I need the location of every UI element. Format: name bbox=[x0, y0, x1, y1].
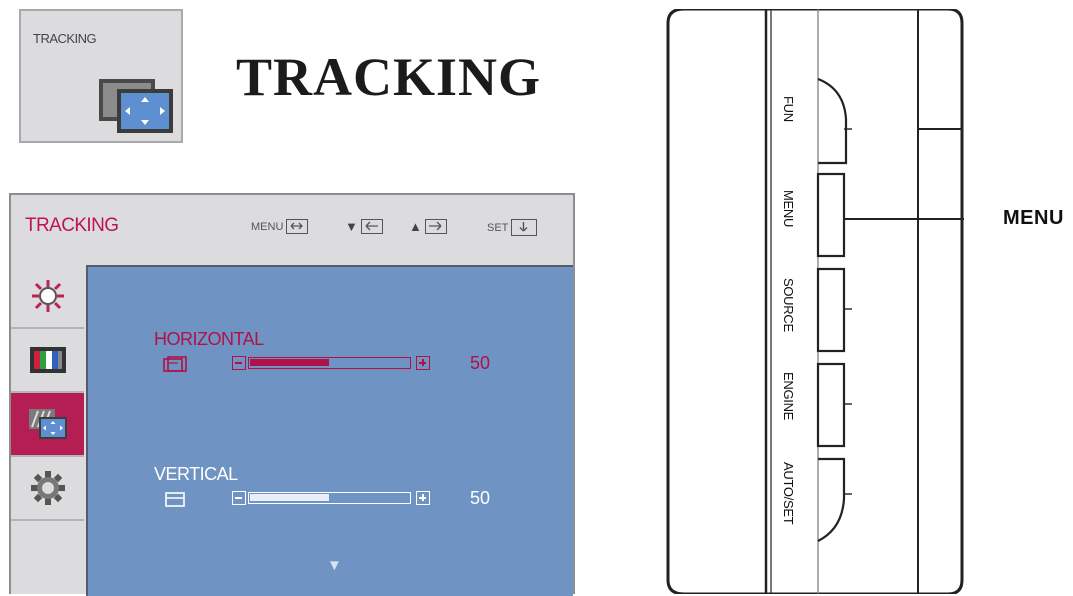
plus-icon[interactable] bbox=[416, 356, 430, 370]
osd-content: HORIZONTAL 50 VERTICAL 50 ▼ bbox=[86, 265, 573, 596]
tracking-window-icon bbox=[99, 79, 173, 133]
vertical-label: VERTICAL bbox=[154, 464, 238, 484]
tracking-icon bbox=[28, 409, 67, 439]
nav-up: ▲ bbox=[409, 219, 447, 234]
vertical-track[interactable] bbox=[248, 492, 411, 504]
nav-set-label: SET bbox=[487, 221, 509, 234]
button-label-source: SOURCE bbox=[781, 278, 796, 332]
sidebar-item-color[interactable] bbox=[11, 329, 84, 393]
color-bars-icon bbox=[29, 347, 66, 373]
right-key-icon bbox=[424, 219, 447, 234]
scroll-down-arrow[interactable]: ▼ bbox=[327, 557, 342, 574]
nav-menu: MENU bbox=[251, 219, 309, 234]
button-label-engine: ENGINE bbox=[781, 372, 796, 421]
page-title: TRACKING bbox=[236, 47, 542, 107]
horizontal-track[interactable] bbox=[248, 357, 411, 369]
tracking-icon-box: TRACKING bbox=[19, 9, 183, 143]
osd-header: TRACKING MENU ▼ ▲ SET bbox=[11, 195, 573, 265]
vertical-value: 50 bbox=[470, 488, 491, 508]
exit-key-icon bbox=[286, 219, 309, 234]
horizontal-value: 50 bbox=[470, 353, 491, 373]
up-triangle-icon: ▲ bbox=[409, 219, 422, 234]
down-triangle-icon: ▼ bbox=[345, 219, 358, 234]
horizontal-label: HORIZONTAL bbox=[154, 329, 264, 349]
vertical-fill bbox=[250, 494, 329, 501]
icon-box-label: TRACKING bbox=[33, 31, 97, 46]
menu-callout-label: MENU bbox=[1003, 207, 1064, 229]
nav-menu-label: MENU bbox=[251, 220, 284, 233]
minus-icon[interactable] bbox=[232, 356, 246, 370]
settings-gear-icon bbox=[30, 471, 65, 505]
minus-icon[interactable] bbox=[232, 491, 246, 505]
osd-title: TRACKING bbox=[25, 215, 119, 236]
horizontal-fill bbox=[250, 359, 329, 366]
nav-set: SET bbox=[487, 219, 538, 236]
button-label-auto-set: AUTO/SET bbox=[781, 462, 796, 525]
vertical-size-icon bbox=[165, 492, 185, 507]
sidebar-item-brightness[interactable] bbox=[11, 265, 84, 329]
button-label-fun: FUN bbox=[781, 96, 796, 122]
horizontal-size-icon bbox=[163, 356, 187, 372]
sidebar-item-tracking[interactable] bbox=[11, 393, 84, 457]
osd-sidebar bbox=[11, 265, 86, 596]
brightness-icon bbox=[31, 280, 64, 312]
set-key-icon bbox=[511, 219, 538, 236]
nav-down: ▼ bbox=[345, 219, 383, 234]
sidebar-item-setup[interactable] bbox=[11, 457, 84, 521]
monitor-button-panel bbox=[666, 9, 964, 594]
plus-icon[interactable] bbox=[416, 491, 430, 505]
osd-window: TRACKING MENU ▼ ▲ SET bbox=[9, 193, 575, 596]
left-key-icon bbox=[360, 219, 383, 234]
button-label-menu: MENU bbox=[781, 190, 796, 228]
